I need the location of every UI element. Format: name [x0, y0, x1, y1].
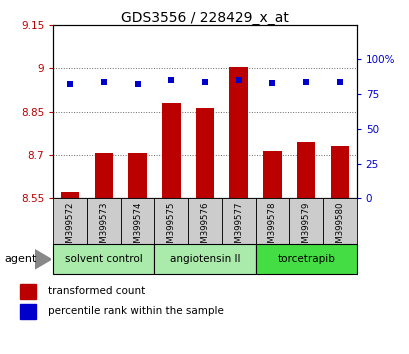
Bar — [255, 244, 356, 274]
Text: GSM399577: GSM399577 — [234, 202, 243, 255]
Bar — [128, 153, 146, 198]
Point — [134, 82, 141, 87]
Text: transformed count: transformed count — [48, 286, 145, 296]
Bar — [263, 150, 281, 198]
Polygon shape — [35, 250, 51, 269]
Bar — [221, 198, 255, 244]
Text: torcetrapib: torcetrapib — [276, 254, 334, 264]
Bar — [296, 142, 315, 198]
Bar — [162, 103, 180, 198]
Bar — [195, 108, 214, 198]
Point — [235, 78, 241, 83]
Bar — [255, 198, 289, 244]
Text: percentile rank within the sample: percentile rank within the sample — [48, 306, 224, 316]
Bar — [20, 284, 36, 299]
Bar — [20, 304, 36, 319]
Point — [201, 79, 208, 85]
Point — [100, 79, 107, 85]
Text: GSM399578: GSM399578 — [267, 202, 276, 255]
Bar — [188, 198, 221, 244]
Text: GSM399573: GSM399573 — [99, 202, 108, 255]
Text: angiotensin II: angiotensin II — [169, 254, 240, 264]
Bar — [87, 198, 120, 244]
Bar — [61, 193, 79, 198]
Text: agent: agent — [4, 254, 36, 264]
Bar — [229, 67, 247, 198]
Point — [67, 82, 73, 87]
Point — [168, 78, 174, 83]
Point — [302, 79, 309, 85]
Text: GSM399572: GSM399572 — [65, 202, 74, 255]
Bar — [289, 198, 322, 244]
Bar — [53, 198, 87, 244]
Text: solvent control: solvent control — [65, 254, 142, 264]
Point — [336, 79, 342, 85]
Text: GDS3556 / 228429_x_at: GDS3556 / 228429_x_at — [121, 11, 288, 25]
Bar — [322, 198, 356, 244]
Text: GSM399579: GSM399579 — [301, 202, 310, 254]
Text: GSM399576: GSM399576 — [200, 202, 209, 255]
Point — [268, 80, 275, 86]
Bar — [330, 146, 348, 198]
Bar — [53, 244, 154, 274]
Bar — [120, 198, 154, 244]
Bar — [154, 198, 188, 244]
Text: GSM399575: GSM399575 — [166, 202, 175, 255]
Bar — [94, 153, 113, 198]
Text: GSM399574: GSM399574 — [133, 202, 142, 255]
Text: GSM399580: GSM399580 — [335, 202, 344, 255]
Bar — [154, 244, 255, 274]
